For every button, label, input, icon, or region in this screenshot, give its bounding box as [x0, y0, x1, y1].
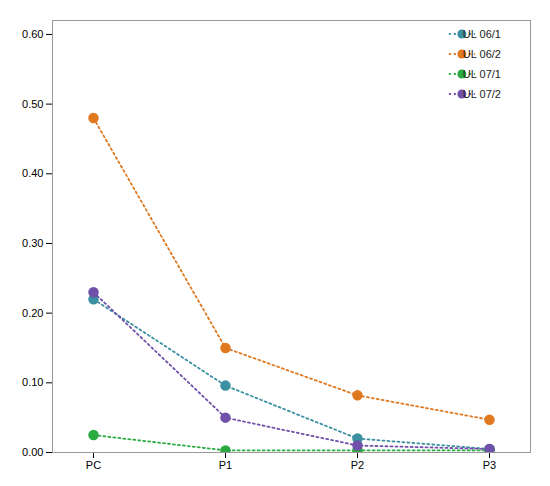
svg-text:0.00: 0.00 [22, 446, 43, 458]
svg-text:UL 07/1: UL 07/1 [463, 68, 501, 80]
svg-text:PC: PC [86, 459, 101, 471]
svg-text:0.20: 0.20 [22, 307, 43, 319]
svg-text:P3: P3 [483, 459, 496, 471]
svg-text:0.10: 0.10 [22, 376, 43, 388]
svg-text:P1: P1 [219, 459, 232, 471]
svg-text:0.40: 0.40 [22, 167, 43, 179]
svg-text:UL 06/1: UL 06/1 [463, 28, 501, 40]
svg-text:P2: P2 [351, 459, 364, 471]
svg-text:UL 06/2: UL 06/2 [463, 48, 501, 60]
svg-text:0.30: 0.30 [22, 237, 43, 249]
svg-text:0.50: 0.50 [22, 98, 43, 110]
svg-text:0.60: 0.60 [22, 28, 43, 40]
svg-text:UL 07/2: UL 07/2 [463, 88, 501, 100]
